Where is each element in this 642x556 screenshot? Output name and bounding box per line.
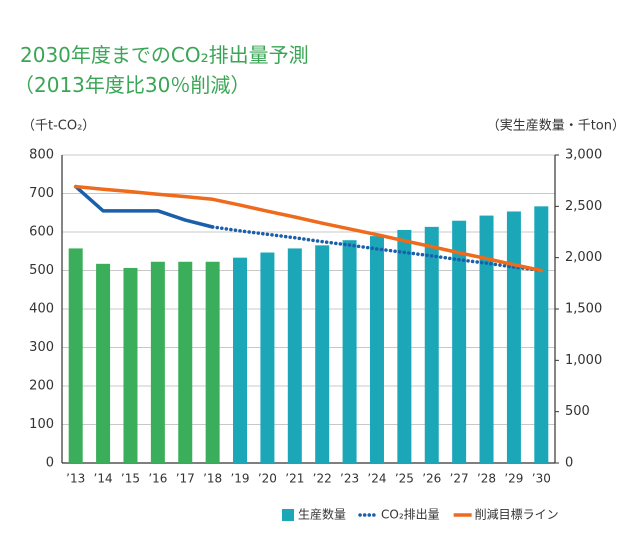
x-tick-label: ’21 — [285, 472, 304, 486]
y-tick-label: 800 — [29, 148, 54, 163]
x-tick-label: ’27 — [450, 472, 469, 486]
x-tick-label: ’30 — [532, 472, 551, 486]
y2-tick-label: 2,000 — [565, 250, 602, 265]
x-tick-label: ’15 — [121, 472, 140, 486]
x-tick-label: ’24 — [367, 472, 386, 486]
bar — [534, 206, 549, 464]
y2-tick-label: 0 — [565, 456, 573, 471]
y-tick-label: 400 — [29, 302, 54, 317]
bar — [287, 248, 302, 463]
y2-axis-label: （実生産数量・千ton） — [487, 118, 625, 134]
legend-label: 削減目標ライン — [475, 507, 559, 522]
line — [210, 225, 544, 273]
x-tick-label: ’20 — [258, 472, 277, 486]
x-tick-label: ’25 — [395, 472, 414, 486]
y2-tick-label: 1,500 — [565, 302, 602, 317]
bar — [424, 226, 439, 463]
y2-tick-label: 500 — [565, 404, 590, 419]
x-tick-label: ’19 — [230, 472, 249, 486]
x-tick-label: ’29 — [504, 472, 523, 486]
chart-subtitle: （2013年度比30％削減） — [14, 73, 250, 97]
bar — [96, 263, 111, 463]
bar — [205, 261, 220, 463]
bar — [315, 245, 330, 463]
bar — [123, 267, 138, 463]
legend-label: 生産数量 — [298, 507, 346, 522]
y-tick-label: 300 — [29, 340, 54, 355]
bar — [506, 211, 521, 463]
legend-label: CO₂排出量 — [381, 508, 440, 522]
bar — [260, 252, 275, 463]
x-tick-label: ’18 — [203, 472, 222, 486]
bar — [452, 220, 467, 463]
bar — [233, 257, 248, 463]
line — [73, 184, 544, 273]
y-axis-label: （千t-CO₂） — [22, 119, 95, 134]
x-tick-label: ’22 — [313, 472, 332, 486]
y-tick-label: 500 — [29, 263, 54, 278]
y2-tick-label: 3,000 — [565, 148, 602, 163]
y-tick-label: 200 — [29, 379, 54, 394]
x-tick-label: ’26 — [422, 472, 441, 486]
bar — [178, 261, 193, 463]
y2-tick-label: 1,000 — [565, 353, 602, 368]
bar — [68, 248, 83, 463]
x-tick-label: ’14 — [94, 472, 113, 486]
y-tick-label: 600 — [29, 225, 54, 240]
x-tick-label: ’16 — [148, 472, 167, 486]
y-tick-label: 0 — [46, 456, 54, 471]
y2-tick-label: 2,500 — [565, 199, 602, 214]
legend-swatch — [282, 509, 294, 521]
bar — [342, 240, 357, 463]
x-tick-label: ’13 — [66, 472, 85, 486]
line — [73, 184, 215, 229]
bar — [479, 215, 494, 463]
x-tick-label: ’17 — [176, 472, 195, 486]
bar — [369, 236, 384, 463]
bar — [397, 229, 412, 463]
x-tick-label: ’28 — [477, 472, 496, 486]
y-tick-label: 700 — [29, 186, 54, 201]
chart-title: 2030年度までのCO₂排出量予測 — [20, 43, 309, 67]
y-tick-label: 100 — [29, 417, 54, 432]
x-tick-label: ’23 — [340, 472, 359, 486]
bar — [150, 261, 165, 463]
